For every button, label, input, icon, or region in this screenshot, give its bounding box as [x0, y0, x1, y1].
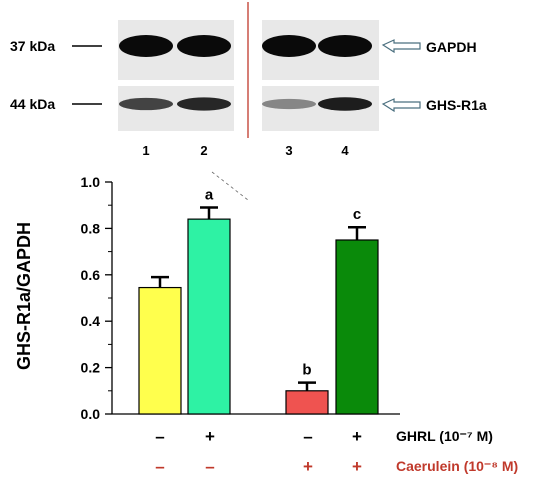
protein-ghsr-label: GHS-R1a — [426, 97, 487, 113]
treatment-sign: + — [352, 427, 362, 446]
significance-letter: c — [353, 206, 361, 223]
treatment-sign: – — [303, 427, 312, 446]
lane-label-3: 3 — [285, 143, 292, 158]
treatment-sign: – — [155, 457, 164, 476]
treatment-table: – + – + GHRL (10⁻⁷ M) – – + + Caerulein (10⁻⁸ M) — [155, 427, 518, 476]
bar — [285, 390, 329, 415]
y-tick-label: 0.4 — [81, 313, 101, 329]
gapdh-arrow-icon — [381, 39, 421, 54]
western-blot: 37 kDa 44 kDa GAPDH GHS-R1a 1 2 3 4 — [10, 2, 487, 158]
treatment-sign: + — [205, 427, 215, 446]
ghsr-arrow-icon — [381, 98, 421, 113]
y-tick-label: 0.2 — [81, 360, 101, 376]
blot-band — [262, 35, 316, 57]
blot-band — [177, 97, 231, 111]
treatment-label: GHRL (10⁻⁷ M) — [396, 428, 493, 444]
blot-band — [318, 35, 372, 57]
treatment-sign: + — [303, 457, 313, 476]
significance-letter: a — [205, 187, 214, 204]
y-tick-label: 1.0 — [81, 174, 101, 190]
y-axis-title: GHS-R1a/GAPDH — [14, 222, 34, 370]
treatment-sign: + — [352, 457, 362, 476]
bar — [335, 239, 379, 415]
significance-letter: b — [302, 362, 311, 379]
treatment-sign: – — [205, 457, 214, 476]
treatment-label: Caerulein (10⁻⁸ M) — [396, 458, 518, 474]
blot-band — [318, 97, 372, 111]
y-tick-label: 0.0 — [81, 406, 101, 422]
y-tick-label: 0.6 — [81, 267, 101, 283]
treatment-sign: – — [155, 427, 164, 446]
blot-to-chart-connector — [211, 171, 249, 201]
blot-band — [119, 97, 173, 111]
lane-label-4: 4 — [341, 143, 349, 158]
marker-44kda: 44 kDa — [10, 96, 55, 112]
bar — [187, 218, 231, 415]
y-axis-ticks: 0.0 0.2 0.4 0.6 0.8 1.0 — [81, 174, 112, 422]
bar-chart: GHS-R1a/GAPDH 0.00.20.40.60.81.0 abc – + –… — [14, 171, 518, 476]
bar — [138, 286, 182, 415]
bars: a b c — [138, 187, 379, 415]
blot-band — [177, 35, 231, 57]
protein-gapdh-label: GAPDH — [426, 39, 477, 55]
blot-band — [119, 35, 173, 57]
lane-label-1: 1 — [142, 143, 149, 158]
blot-band — [262, 98, 316, 110]
lane-label-2: 2 — [200, 143, 207, 158]
y-tick-label: 0.8 — [81, 220, 101, 236]
marker-37kda: 37 kDa — [10, 38, 55, 54]
